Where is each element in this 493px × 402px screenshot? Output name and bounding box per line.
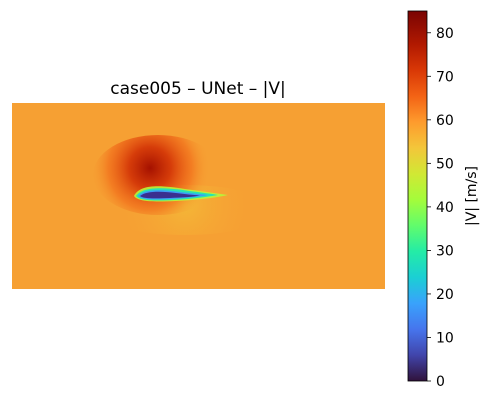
colorbar-tick-label: 30: [436, 243, 454, 259]
chart-title: case005 – UNet – |V|: [110, 79, 286, 99]
colorbar-tick-label: 10: [436, 330, 454, 346]
airfoil-body: [140, 191, 200, 199]
suction-peak-region: [93, 135, 223, 215]
colorbar-tick-label: 50: [436, 156, 454, 172]
colorbar-ticks: 0 10 20 30 40 50 60 70 80: [427, 26, 454, 390]
field-plot: [12, 103, 385, 289]
colorbar-tick-label: 0: [436, 374, 445, 390]
colorbar-gradient: [407, 10, 428, 382]
colorbar: 0 10 20 30 40 50 60 70 80 |V| [m/s]: [407, 10, 480, 390]
colorbar-tick-label: 20: [436, 287, 454, 303]
colorbar-tick-label: 70: [436, 69, 454, 85]
colorbar-tick-label: 80: [436, 26, 454, 42]
colorbar-tick-label: 40: [436, 200, 454, 216]
colorbar-label: |V| [m/s]: [464, 166, 480, 226]
colorbar-tick-label: 60: [436, 113, 454, 129]
